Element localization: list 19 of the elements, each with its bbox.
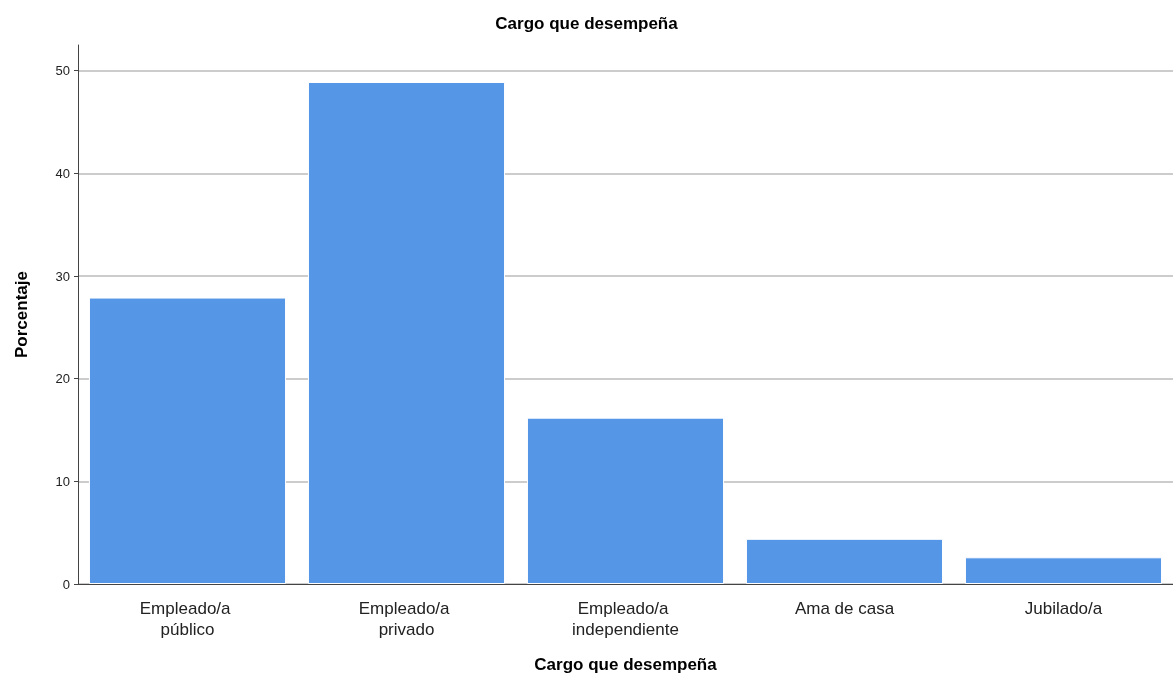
chart-title: Cargo que desempeña [495,14,679,33]
y-tick-label: 30 [55,268,70,284]
bar [526,417,725,584]
bar [307,81,506,584]
x-tick-label: Empleado/a privado [358,599,455,639]
y-tick-label: 0 [62,576,70,592]
bar [964,557,1163,584]
bar [745,538,944,584]
x-axis-title: Cargo que desempeña [534,655,718,674]
x-tick-label: Empleado/a independiente [572,599,679,639]
x-tick-label: Ama de casa [794,599,895,618]
x-tick-label: Empleado/a público [139,599,236,639]
x-tick-label: Jubilado/a [1024,599,1103,618]
y-tick-label: 20 [55,371,70,387]
y-tick-label: 10 [55,473,70,489]
bar [88,297,287,584]
y-tick-label: 50 [55,63,70,79]
y-tick-label: 40 [55,165,70,181]
y-axis-title: Porcentaje [12,271,31,358]
